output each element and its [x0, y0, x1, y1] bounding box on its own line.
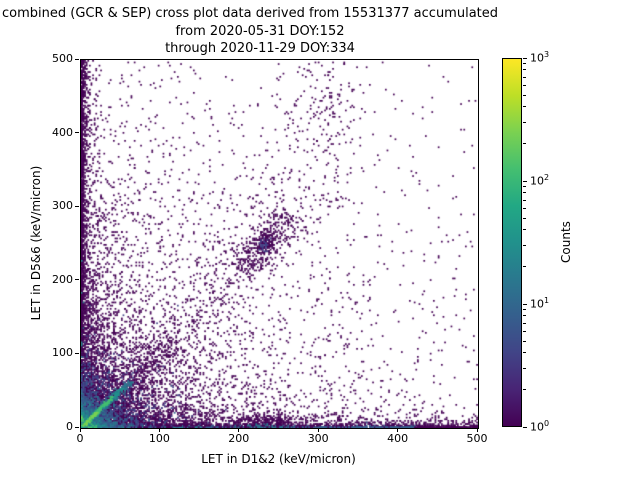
chart-title-line3: through 2020-11-29 DOY:334 [165, 41, 355, 56]
y-tick-label: 200 [52, 272, 73, 286]
colorbar-minor-tick [523, 315, 526, 317]
colorbar-minor-tick [523, 352, 526, 354]
colorbar-minor-tick [523, 199, 526, 201]
colorbar-minor-tick [523, 322, 526, 324]
x-tick-mark [79, 428, 81, 432]
y-tick-label: 100 [52, 346, 73, 360]
colorbar-minor-tick [523, 76, 526, 78]
colorbar-tick-label: 102 [530, 173, 550, 188]
colorbar-minor-tick [523, 192, 526, 194]
colorbar-minor-tick [523, 106, 526, 108]
x-tick-mark [317, 428, 319, 432]
x-tick-label: 100 [148, 432, 170, 445]
x-tick-label: 300 [307, 432, 329, 445]
colorbar-minor-tick [523, 186, 526, 188]
colorbar-tick-label: 100 [530, 419, 550, 434]
colorbar-major-tick [523, 57, 527, 59]
x-tick-mark [238, 428, 240, 432]
colorbar [502, 58, 522, 427]
colorbar-minor-tick [523, 94, 526, 96]
colorbar-minor-tick [523, 244, 526, 246]
x-tick-mark [158, 428, 160, 432]
y-tick-label: 500 [52, 52, 73, 65]
colorbar-minor-tick [523, 266, 526, 268]
y-tick-label: 400 [52, 125, 73, 139]
y-tick-label: 0 [66, 420, 73, 433]
colorbar-minor-tick [523, 340, 526, 342]
x-axis-label: LET in D1&2 (keV/micron) [201, 452, 356, 466]
colorbar-minor-tick [523, 229, 526, 231]
y-tick-mark [75, 205, 79, 207]
y-tick-mark [75, 352, 79, 354]
y-tick-mark [75, 426, 79, 428]
colorbar-major-tick [523, 180, 527, 182]
scatter-density-canvas [81, 60, 478, 428]
y-tick-mark [75, 58, 79, 60]
y-tick-mark [75, 132, 79, 134]
colorbar-minor-tick [523, 69, 526, 71]
x-tick-label: 0 [76, 432, 84, 445]
colorbar-minor-tick [523, 63, 526, 65]
y-tick-mark [75, 279, 79, 281]
y-axis-label: LET in D5&6 (keV/micron) [29, 165, 43, 321]
colorbar-minor-tick [523, 330, 526, 332]
colorbar-minor-tick [523, 121, 526, 123]
colorbar-minor-tick [523, 389, 526, 391]
x-tick-mark [397, 428, 399, 432]
colorbar-minor-tick [523, 309, 526, 311]
x-tick-mark [476, 428, 478, 432]
chart-title-line2: from 2020-05-31 DOY:152 [175, 24, 345, 39]
x-tick-label: 400 [387, 432, 409, 445]
plot-area [80, 59, 479, 429]
colorbar-tick-label: 101 [530, 296, 550, 311]
colorbar-label: Counts [559, 221, 573, 263]
colorbar-major-tick [523, 303, 527, 305]
colorbar-minor-tick [523, 207, 526, 209]
colorbar-major-tick [523, 426, 527, 428]
colorbar-minor-tick [523, 367, 526, 369]
chart-title-line1: combined (GCR & SEP) cross plot data der… [2, 6, 499, 21]
y-tick-label: 300 [52, 199, 73, 213]
colorbar-minor-tick [523, 143, 526, 145]
colorbar-minor-tick [523, 84, 526, 86]
colorbar-minor-tick [523, 217, 526, 219]
colorbar-tick-label: 103 [530, 50, 550, 65]
x-tick-label: 500 [466, 432, 488, 445]
x-tick-label: 200 [228, 432, 250, 445]
